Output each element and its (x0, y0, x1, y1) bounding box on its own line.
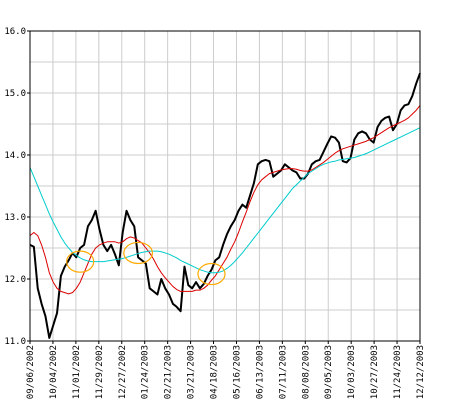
x-tick-label: 09/06/2002 (26, 345, 36, 399)
x-tick-label: 05/16/2003 (232, 345, 242, 399)
x-tick-label: 10/27/2003 (370, 345, 380, 399)
x-tick-label: 03/21/2003 (187, 345, 197, 399)
grid-layer (29, 30, 421, 342)
y-tick-label: 13.0 (4, 213, 26, 223)
x-tick-label: 04/18/2003 (210, 345, 220, 399)
x-tick-label: 09/05/2003 (324, 345, 334, 399)
x-tick-label: 06/13/2003 (255, 345, 265, 399)
y-tick-label: 12.0 (4, 275, 26, 285)
y-tick-label: 11.0 (4, 337, 26, 347)
x-tick-label: 12/12/2003 (416, 345, 426, 399)
series-line-0 (29, 72, 421, 339)
highlight-ellipse-1 (123, 241, 154, 265)
x-tick-label: 01/24/2003 (141, 345, 151, 399)
x-tick-label: 07/11/2003 (278, 345, 288, 399)
y-tick-label: 14.0 (4, 151, 26, 161)
y-tick-label: 16.0 (4, 27, 26, 37)
annotation-layer (66, 241, 226, 286)
highlight-ellipse-2 (197, 262, 226, 286)
x-tick-label: 11/29/2002 (95, 345, 105, 399)
axis-layer: 11.0 12.0 13.0 14.0 15.0 16.0 09/06/2002 10/04/… (4, 27, 426, 399)
series-layer (29, 72, 421, 339)
series-line-2 (29, 127, 421, 274)
x-tick-label: 10/04/2002 (49, 345, 59, 399)
highlight-ellipse-0 (66, 250, 95, 273)
x-tick-label: 10/03/2003 (347, 345, 357, 399)
y-tick-label: 15.0 (4, 89, 26, 99)
series-line-1 (29, 105, 421, 295)
plot-frame (29, 30, 421, 342)
x-tick-label: 11/01/2002 (72, 345, 82, 399)
x-tick-label: 12/27/2002 (118, 345, 128, 399)
x-tick-label: 02/21/2003 (164, 345, 174, 399)
x-tick-label: 11/24/2003 (393, 345, 403, 399)
x-tick-label: 08/08/2003 (301, 345, 311, 399)
